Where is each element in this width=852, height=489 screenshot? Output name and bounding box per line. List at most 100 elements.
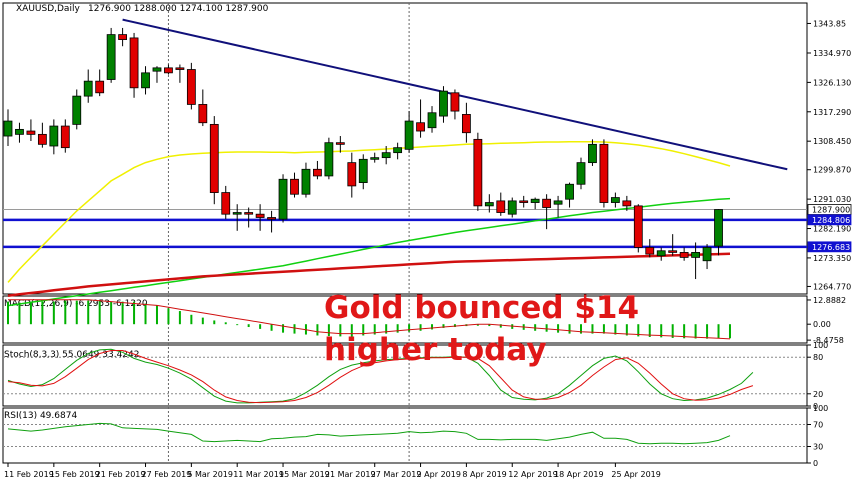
- x-tick-label: 27 Mar 2019: [371, 470, 422, 479]
- candle-body: [702, 247, 712, 262]
- candle-body: [255, 213, 265, 218]
- candle-body: [244, 212, 254, 215]
- candle-body: [129, 37, 139, 89]
- candle-body: [714, 209, 723, 247]
- rsi-line: [7, 422, 731, 445]
- candle-body: [37, 133, 47, 145]
- price-tick-label: 1326.130: [813, 78, 851, 87]
- candle-body: [370, 157, 380, 160]
- candle-body: [164, 67, 173, 74]
- candle-body: [152, 67, 162, 72]
- stoch-main-line: [7, 348, 754, 404]
- price-tick-label: 1273.350: [813, 254, 851, 263]
- candle-body: [118, 34, 127, 40]
- candle-body: [209, 123, 219, 193]
- candle-body: [599, 143, 609, 203]
- candle-body: [141, 72, 150, 89]
- candle-body: [198, 104, 208, 124]
- x-tick-label: 8 Apr 2019: [462, 470, 506, 479]
- macd-signal-line: [8, 299, 731, 340]
- candle-body: [301, 168, 311, 195]
- candle-body: [381, 152, 391, 159]
- candle-body: [484, 202, 494, 207]
- panel-frame-price: [2, 2, 808, 295]
- price-tick-label: 1343.85: [813, 19, 846, 28]
- candle-body: [347, 162, 357, 187]
- candle-body: [313, 168, 322, 177]
- rsi-tick-label: 0: [813, 459, 818, 468]
- macd-tick-label: -8.4758: [813, 336, 844, 345]
- x-tick-label: 15 Mar 2019: [279, 470, 330, 479]
- candle-body: [691, 252, 700, 258]
- macd-tick-label: 0.00: [813, 320, 831, 329]
- x-tick-label: 11 Mar 2019: [233, 470, 284, 479]
- candle-body: [106, 34, 116, 80]
- x-tick-label: 15 Feb 2019: [50, 470, 100, 479]
- x-tick-label: 11 Feb 2019: [4, 470, 54, 479]
- candle-body: [49, 125, 59, 147]
- rsi-tick-label: 100: [813, 404, 828, 413]
- price-tag-label: 1276.683: [812, 243, 850, 252]
- candle-body: [679, 252, 689, 258]
- candle-body: [232, 212, 242, 215]
- candle-body: [221, 192, 231, 215]
- candle-body: [26, 130, 36, 135]
- candle-body: [95, 80, 105, 94]
- x-tick-label: 25 Apr 2019: [611, 470, 660, 479]
- candle-body: [553, 200, 563, 205]
- candle-body: [507, 200, 517, 215]
- candle-body: [473, 138, 483, 207]
- annotation-line2: higher today: [324, 332, 547, 368]
- ohlc-header: 1276.900 1288.000 1274.100 1287.900: [88, 4, 269, 14]
- x-tick-label: 27 Feb 2019: [142, 470, 192, 479]
- moving-average-line-2: [7, 252, 731, 297]
- candle-body: [72, 95, 82, 125]
- panel-frame-stoch: [2, 344, 808, 407]
- annotation-line1: Gold bounced $14: [324, 290, 639, 326]
- macd-tick-label: 12.8882: [813, 296, 846, 305]
- x-tick-label: 12 Apr 2019: [508, 470, 557, 479]
- candle-body: [358, 158, 368, 183]
- rsi-tick-label: 70: [813, 421, 823, 430]
- candle-body: [60, 125, 70, 149]
- candle-body: [610, 197, 620, 203]
- price-tag-label: 1284.806: [812, 216, 850, 225]
- panel-frame-macd: [2, 295, 808, 344]
- stoch-tick-label: 100: [813, 341, 828, 350]
- candle-body: [335, 142, 345, 145]
- symbol-label: XAUUSD,Daily: [16, 4, 80, 14]
- moving-average-line-0: [7, 140, 731, 283]
- candle-body: [393, 147, 403, 154]
- price-tick-label: 1317.290: [813, 108, 851, 117]
- candle-body: [576, 162, 586, 185]
- candle-body: [404, 120, 414, 150]
- chart-dynamic-layer: 1343.85 1334.970 1326.130 1317.290 1308.450 1…: [2, 2, 852, 479]
- price-tick-label: 1299.870: [813, 166, 851, 175]
- price-tick-label: 1291.030: [813, 195, 851, 204]
- x-tick-label: 2 Apr 2019: [417, 470, 461, 479]
- candle-body: [588, 143, 597, 164]
- candle-body: [656, 250, 666, 257]
- candle-body: [565, 183, 574, 200]
- candle-body: [542, 198, 552, 208]
- candle-body: [439, 90, 448, 117]
- candle-body: [496, 200, 506, 213]
- stoch-label: Stoch(8,3,3) 55.0649 33.4242: [4, 350, 139, 360]
- price-tick-label: 1334.970: [813, 49, 851, 58]
- stoch-tick-label: 0: [813, 402, 818, 411]
- x-tick-label: 21 Mar 2019: [325, 470, 376, 479]
- candle-body: [461, 114, 471, 134]
- stoch-tick-label: 80: [813, 353, 823, 362]
- x-tick-label: 21 Feb 2019: [96, 470, 146, 479]
- x-tick-label: 18 Apr 2019: [554, 470, 603, 479]
- candle-body: [519, 200, 529, 203]
- price-tag-label: 1287.900: [812, 206, 850, 215]
- price-tag-box-2: [807, 241, 852, 253]
- candle-body: [290, 178, 299, 195]
- rsi-label: RSI(13) 49.6874: [4, 411, 77, 421]
- stoch-tick-label: 20: [813, 390, 823, 399]
- candle-body: [668, 250, 678, 253]
- candle-body: [186, 69, 196, 105]
